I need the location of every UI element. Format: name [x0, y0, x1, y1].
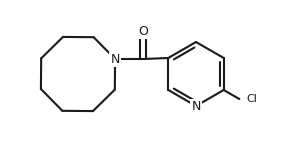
- Text: N: N: [110, 53, 120, 66]
- Text: N: N: [191, 99, 201, 112]
- Text: Cl: Cl: [246, 94, 257, 104]
- Text: O: O: [138, 25, 148, 37]
